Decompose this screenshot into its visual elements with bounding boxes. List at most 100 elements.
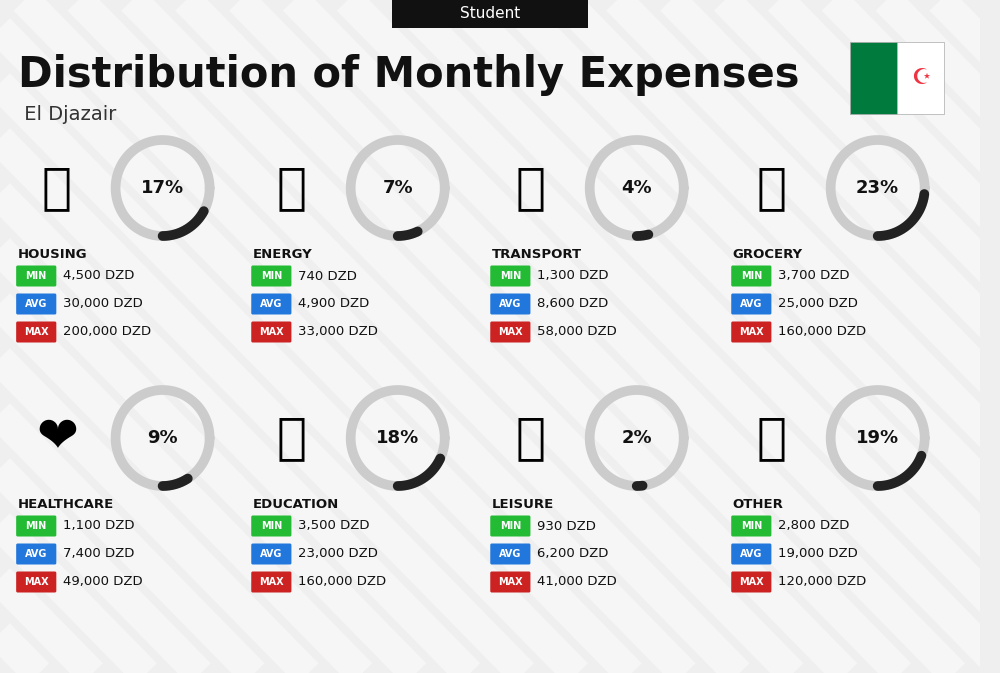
Text: 30,000 DZD: 30,000 DZD [63,297,142,310]
Text: 160,000 DZD: 160,000 DZD [778,326,866,339]
FancyBboxPatch shape [731,544,771,565]
FancyBboxPatch shape [490,571,530,592]
FancyBboxPatch shape [251,322,291,343]
FancyBboxPatch shape [850,42,897,114]
Text: LEISURE: LEISURE [492,498,554,511]
Text: 25,000 DZD: 25,000 DZD [778,297,858,310]
FancyBboxPatch shape [897,42,944,114]
FancyBboxPatch shape [731,266,771,287]
FancyBboxPatch shape [731,571,771,592]
Text: EDUCATION: EDUCATION [253,498,339,511]
Text: AVG: AVG [499,299,522,309]
Text: 7%: 7% [382,179,413,197]
Text: MIN: MIN [26,521,47,531]
Text: HOUSING: HOUSING [18,248,87,261]
Text: 19%: 19% [856,429,899,447]
Text: 1,300 DZD: 1,300 DZD [537,269,608,283]
Text: 8,600 DZD: 8,600 DZD [537,297,608,310]
Text: MAX: MAX [24,577,49,587]
Text: 23%: 23% [856,179,899,197]
FancyBboxPatch shape [251,571,291,592]
Text: 3,700 DZD: 3,700 DZD [778,269,849,283]
Text: AVG: AVG [740,299,763,309]
Text: 49,000 DZD: 49,000 DZD [63,575,142,588]
Text: 160,000 DZD: 160,000 DZD [298,575,386,588]
Text: MIN: MIN [26,271,47,281]
Text: MAX: MAX [739,327,764,337]
Text: 🚌: 🚌 [516,164,546,212]
Text: 740 DZD: 740 DZD [298,269,357,283]
Text: MIN: MIN [500,521,521,531]
Text: 2,800 DZD: 2,800 DZD [778,520,849,532]
Text: 4%: 4% [621,179,652,197]
Text: AVG: AVG [260,549,283,559]
FancyBboxPatch shape [731,322,771,343]
Text: 1,100 DZD: 1,100 DZD [63,520,134,532]
Text: 🏗: 🏗 [42,164,72,212]
Text: 🎓: 🎓 [277,414,307,462]
Text: AVG: AVG [499,549,522,559]
FancyBboxPatch shape [490,322,530,343]
FancyBboxPatch shape [392,0,588,28]
Text: 7,400 DZD: 7,400 DZD [63,548,134,561]
FancyBboxPatch shape [490,266,530,287]
FancyBboxPatch shape [16,571,56,592]
Text: 6,200 DZD: 6,200 DZD [537,548,608,561]
Text: 41,000 DZD: 41,000 DZD [537,575,617,588]
Text: 58,000 DZD: 58,000 DZD [537,326,617,339]
Text: MIN: MIN [500,271,521,281]
FancyBboxPatch shape [731,293,771,314]
Text: AVG: AVG [25,549,47,559]
Text: 33,000 DZD: 33,000 DZD [298,326,378,339]
Text: MAX: MAX [739,577,764,587]
FancyBboxPatch shape [16,266,56,287]
Text: ☪: ☪ [911,68,931,88]
Text: 9%: 9% [147,429,178,447]
FancyBboxPatch shape [16,293,56,314]
Text: AVG: AVG [740,549,763,559]
Text: 3,500 DZD: 3,500 DZD [298,520,369,532]
FancyBboxPatch shape [731,516,771,536]
FancyBboxPatch shape [251,544,291,565]
Text: 4,500 DZD: 4,500 DZD [63,269,134,283]
Text: TRANSPORT: TRANSPORT [492,248,582,261]
FancyBboxPatch shape [251,516,291,536]
FancyBboxPatch shape [251,266,291,287]
Text: AVG: AVG [260,299,283,309]
Text: 19,000 DZD: 19,000 DZD [778,548,858,561]
Text: Distribution of Monthly Expenses: Distribution of Monthly Expenses [18,54,799,96]
FancyBboxPatch shape [490,516,530,536]
Text: 23,000 DZD: 23,000 DZD [298,548,378,561]
FancyBboxPatch shape [490,293,530,314]
Text: 🔌: 🔌 [277,164,307,212]
Text: MAX: MAX [24,327,49,337]
Text: MIN: MIN [261,521,282,531]
FancyBboxPatch shape [16,322,56,343]
FancyBboxPatch shape [16,516,56,536]
Text: MIN: MIN [741,521,762,531]
Text: MAX: MAX [498,327,523,337]
Text: MAX: MAX [259,577,284,587]
Text: MIN: MIN [741,271,762,281]
Text: HEALTHCARE: HEALTHCARE [18,498,114,511]
Text: 🛍: 🛍 [516,414,546,462]
Text: GROCERY: GROCERY [733,248,803,261]
Text: 18%: 18% [376,429,419,447]
Text: OTHER: OTHER [733,498,784,511]
Text: 👜: 👜 [757,414,787,462]
Text: MIN: MIN [261,271,282,281]
Text: 🛒: 🛒 [757,164,787,212]
Text: Student: Student [460,7,520,22]
FancyBboxPatch shape [490,544,530,565]
Text: 120,000 DZD: 120,000 DZD [778,575,866,588]
Text: AVG: AVG [25,299,47,309]
Text: ENERGY: ENERGY [253,248,312,261]
FancyBboxPatch shape [16,544,56,565]
Text: ❤: ❤ [36,414,78,462]
Text: 17%: 17% [141,179,184,197]
Text: El Djazair: El Djazair [18,106,116,125]
FancyBboxPatch shape [251,293,291,314]
Text: 930 DZD: 930 DZD [537,520,596,532]
Text: MAX: MAX [259,327,284,337]
Text: 200,000 DZD: 200,000 DZD [63,326,151,339]
